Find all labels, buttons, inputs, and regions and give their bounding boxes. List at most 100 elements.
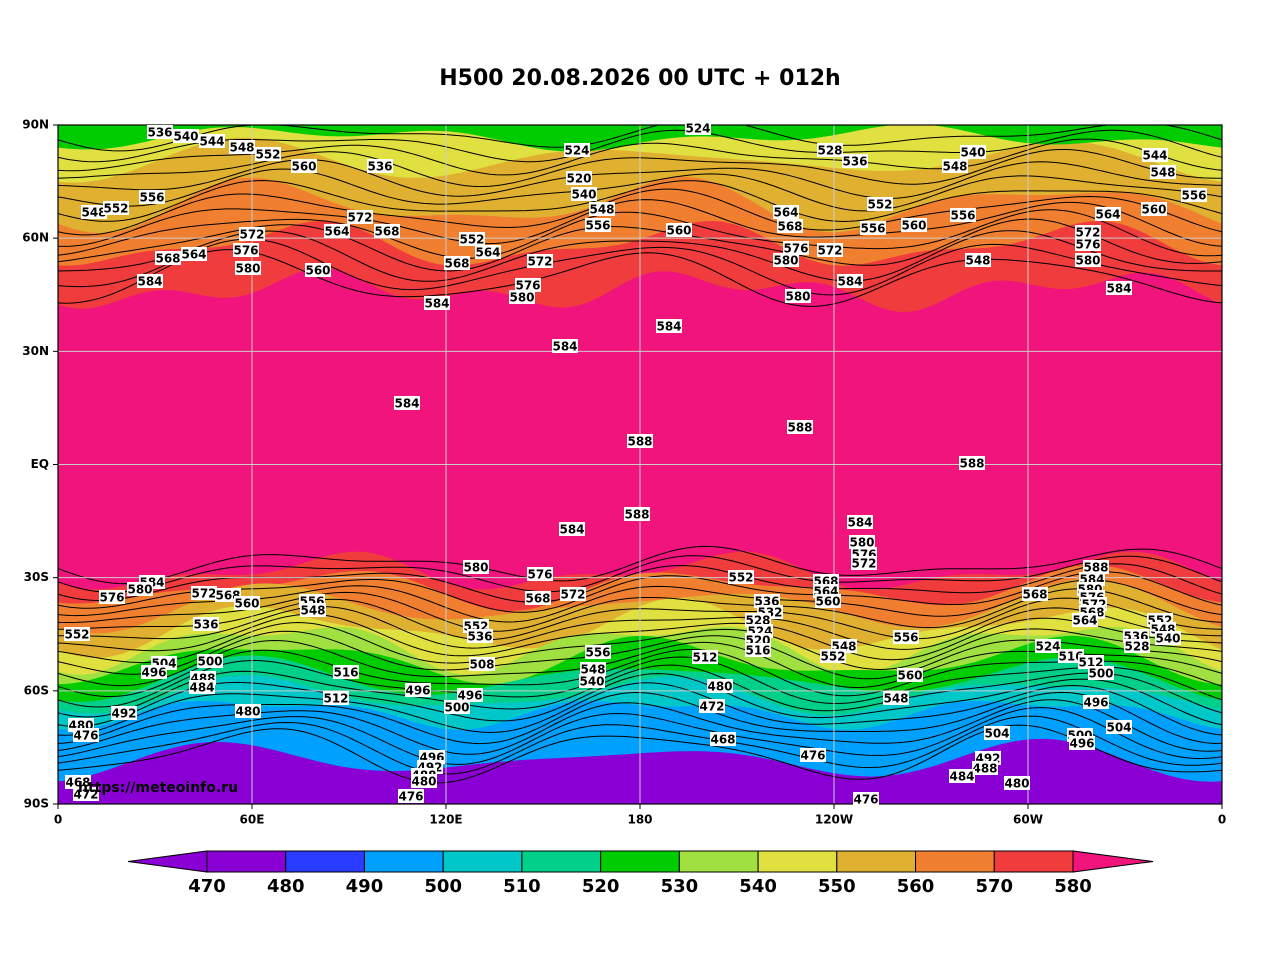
contour-label: 564 bbox=[1072, 614, 1097, 628]
label-box bbox=[965, 253, 991, 267]
contour-label: 580 bbox=[1075, 254, 1100, 268]
contour-label: 540 bbox=[571, 188, 596, 202]
label-box bbox=[457, 688, 483, 702]
label-box bbox=[463, 560, 489, 574]
label-box bbox=[1072, 613, 1098, 627]
label-box bbox=[564, 143, 590, 157]
contour-label: 584 bbox=[552, 340, 577, 354]
label-box bbox=[73, 787, 99, 801]
label-box bbox=[1141, 202, 1167, 216]
colorbar-bin bbox=[836, 850, 917, 873]
label-box bbox=[685, 121, 711, 135]
contour-label: 476 bbox=[800, 749, 825, 763]
contour-label: 584 bbox=[559, 523, 584, 537]
label-box bbox=[773, 253, 799, 267]
contour-label: 564 bbox=[181, 248, 206, 262]
label-box bbox=[509, 290, 535, 304]
contour-label: 476 bbox=[73, 729, 98, 743]
contour-label: 588 bbox=[627, 435, 652, 449]
label-box bbox=[1106, 281, 1132, 295]
label-box bbox=[785, 289, 811, 303]
colorbar-label: 490 bbox=[346, 876, 384, 897]
label-box bbox=[73, 728, 99, 742]
label-box bbox=[197, 654, 223, 668]
label-box bbox=[239, 227, 265, 241]
lat-label: 30S bbox=[24, 570, 49, 584]
contour-label: 520 bbox=[566, 172, 591, 186]
label-box bbox=[867, 197, 893, 211]
contour-label: 584 bbox=[656, 320, 681, 334]
contour-label: 580 bbox=[849, 536, 874, 550]
contour-label: 528 bbox=[1124, 640, 1149, 654]
colorbar-label: 480 bbox=[267, 876, 305, 897]
colorbar-bin bbox=[521, 850, 602, 873]
label-box bbox=[234, 596, 260, 610]
label-box bbox=[707, 679, 733, 693]
contour-label: 488 bbox=[972, 762, 997, 776]
contour-label: 580 bbox=[463, 561, 488, 575]
label-box bbox=[467, 629, 493, 643]
label-box bbox=[1069, 736, 1095, 750]
colorbar-label: 580 bbox=[1054, 876, 1092, 897]
contour-label: 556 bbox=[893, 631, 918, 645]
contour-label: 560 bbox=[305, 264, 330, 278]
contour-label: 536 bbox=[467, 630, 492, 644]
label-box bbox=[1106, 720, 1132, 734]
lon-label: 180 bbox=[627, 813, 652, 827]
title: H500 20.08.2026 00 UTC + 012h bbox=[439, 66, 840, 91]
label-box bbox=[191, 586, 217, 600]
label-box bbox=[960, 145, 986, 159]
label-box bbox=[950, 208, 976, 222]
label-box bbox=[127, 582, 153, 596]
contour-label: 484 bbox=[949, 770, 974, 784]
label-box bbox=[99, 590, 125, 604]
label-box bbox=[787, 420, 813, 434]
contour-label: 556 bbox=[860, 222, 885, 236]
label-box bbox=[527, 567, 553, 581]
label-box bbox=[300, 603, 326, 617]
contour-label: 480 bbox=[1004, 777, 1029, 791]
contour-label: 504 bbox=[1106, 721, 1131, 735]
contour-label: 588 bbox=[787, 421, 812, 435]
label-box bbox=[1083, 695, 1109, 709]
contour-label: 548 bbox=[1150, 166, 1175, 180]
label-box bbox=[181, 247, 207, 261]
contour-label: 484 bbox=[189, 681, 214, 695]
label-box bbox=[398, 789, 424, 803]
colorbar-bin bbox=[285, 850, 365, 873]
contour-label: 568 bbox=[525, 592, 550, 606]
label-box bbox=[1058, 649, 1084, 663]
label-box bbox=[367, 159, 393, 173]
label-box bbox=[656, 319, 682, 333]
contour-label: 552 bbox=[64, 628, 89, 642]
label-box bbox=[883, 691, 909, 705]
contour-label: 560 bbox=[901, 219, 926, 233]
contour-label: 524 bbox=[564, 144, 589, 158]
label-box bbox=[585, 218, 611, 232]
label-box bbox=[139, 190, 165, 204]
lon-label: 0 bbox=[1218, 813, 1226, 827]
contour-label: 580 bbox=[785, 290, 810, 304]
contour-label: 548 bbox=[300, 604, 325, 618]
label-box bbox=[699, 699, 725, 713]
label-box bbox=[1004, 776, 1030, 790]
contour-label: 588 bbox=[1083, 561, 1108, 575]
label-box bbox=[571, 187, 597, 201]
label-box bbox=[585, 645, 611, 659]
label-box bbox=[1150, 165, 1176, 179]
contour-label: 552 bbox=[820, 650, 845, 664]
contour-label: 564 bbox=[324, 225, 349, 239]
contour-label: 568 bbox=[777, 220, 802, 234]
contour-label: 572 bbox=[560, 588, 585, 602]
label-box bbox=[754, 594, 780, 608]
contour-label: 548 bbox=[589, 203, 614, 217]
lon-label: 60E bbox=[240, 813, 265, 827]
label-box bbox=[1088, 666, 1114, 680]
contour-label: 552 bbox=[728, 571, 753, 585]
label-box bbox=[853, 792, 879, 806]
contour-label: 536 bbox=[842, 155, 867, 169]
contour-label: 560 bbox=[815, 595, 840, 609]
contour-label: 576 bbox=[233, 244, 258, 258]
